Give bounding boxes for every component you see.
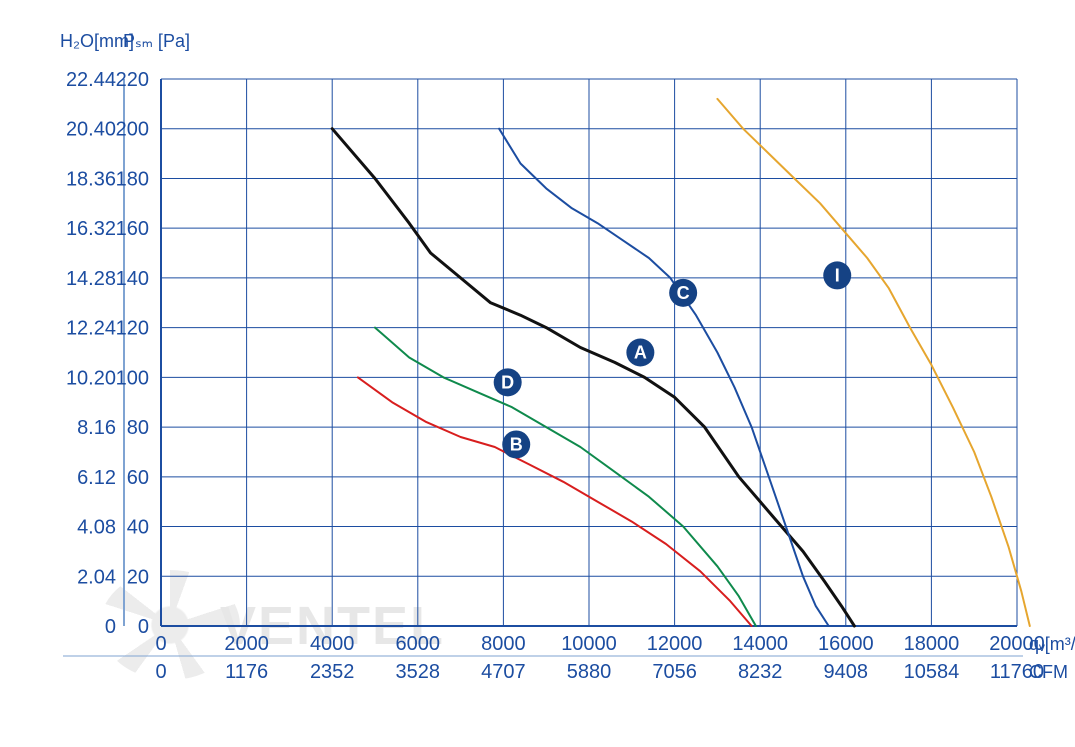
x-tick-label: 4000 [310,633,355,655]
y2-tick-label: 14.28 [66,268,116,290]
y-tick-label: 220 [116,69,149,91]
x-tick-label: 16000 [818,633,874,655]
y2-tick-label: 16.32 [66,218,116,240]
y2-tick-label: 20.40 [66,119,116,141]
y2-tick-label: 8.16 [77,417,116,439]
x-axis-title: qᵥ[m³/h] [1029,634,1075,654]
x-tick-label: 8000 [481,633,526,655]
series-marker-label-I: I [835,265,840,285]
x2-tick-label: 5880 [567,661,612,683]
x-tick-label: 10000 [561,633,617,655]
y-tick-label: 200 [116,119,149,141]
y-tick-label: 40 [127,517,149,539]
y2-tick-label: 0 [105,616,116,638]
x-tick-label: 2000 [224,633,269,655]
chart-page: VENTEL 02040608010012014016018020022002.… [0,0,1075,747]
series-marker-label-D: D [501,372,514,392]
x2-tick-label: 10584 [904,661,960,683]
y2-tick-label: 2.04 [77,566,116,588]
y-tick-label: 160 [116,218,149,240]
x2-tick-label: 0 [155,661,166,683]
x-tick-label: 0 [155,633,166,655]
x-tick-label: 6000 [396,633,441,655]
x-tick-label: 14000 [732,633,788,655]
x2-tick-label: 3528 [396,661,441,683]
y-tick-label: 20 [127,566,149,588]
x2-tick-label: 1176 [225,661,268,683]
y2-tick-label: 22.44 [66,69,116,91]
y-tick-label: 60 [127,467,149,489]
y2-tick-label: 12.24 [66,318,116,340]
y-tick-label: 80 [127,417,149,439]
x2-tick-label: 7056 [652,661,697,683]
x2-tick-label: 8232 [738,661,783,683]
y-tick-label: 140 [116,268,149,290]
performance-chart: 0 20 40 60 80 100 120 140 160 180 200 220 0 2.04 4.08 6… [0,0,1075,747]
x2-tick-label: 9408 [824,661,869,683]
series-marker-label-B: B [510,434,523,454]
x-tick-label: 12000 [647,633,703,655]
x-tick-label: 18000 [904,633,960,655]
y-axis-title: Pₛₘ [Pa] [123,31,190,51]
y2-tick-label: 10.20 [66,367,116,389]
y-tick-label: 120 [116,318,149,340]
y2-tick-label: 18.36 [66,168,116,190]
y2-tick-label: 6.12 [77,467,116,489]
y-tick-label: 0 [138,616,149,638]
y-tick-label: 100 [116,367,149,389]
series-marker-label-C: C [677,283,690,303]
x2-tick-label: 2352 [310,661,355,683]
x2-tick-label: 4707 [481,661,526,683]
y-tick-label: 180 [116,168,149,190]
y2-tick-label: 4.08 [77,517,116,539]
x2-axis-title: CFM [1029,662,1068,682]
series-marker-label-A: A [634,343,647,363]
